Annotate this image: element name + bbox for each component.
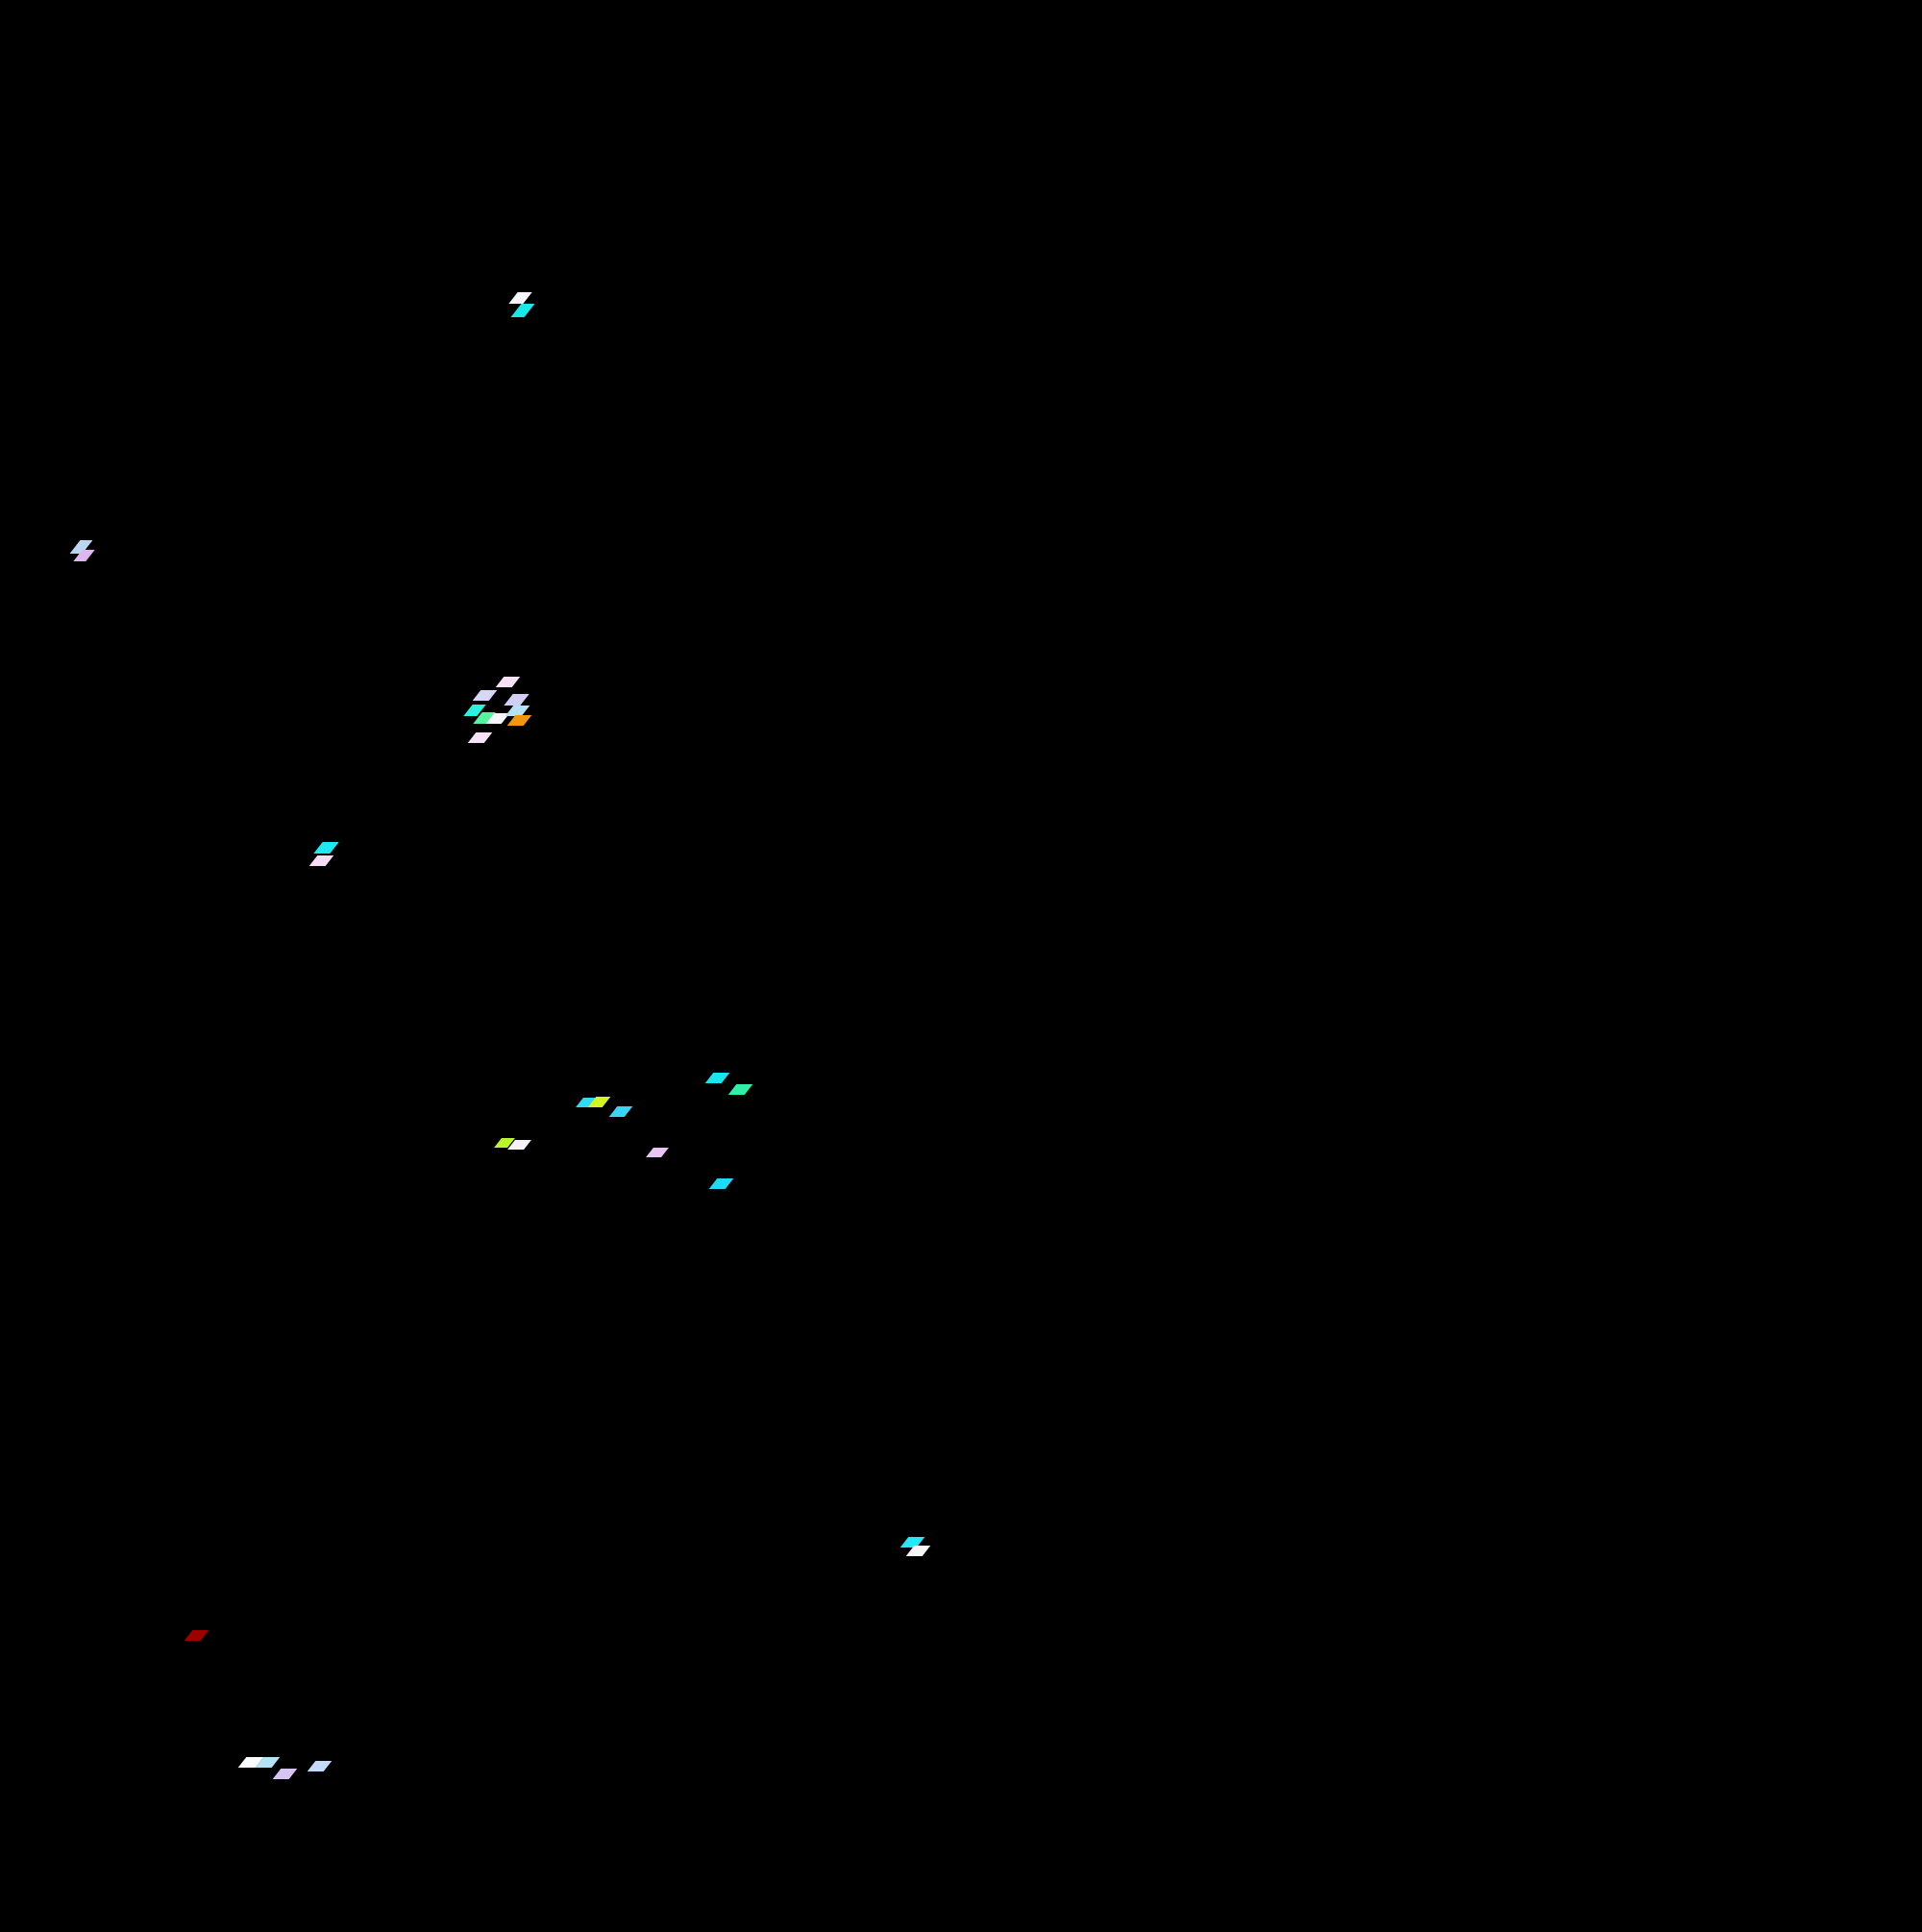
marker-upper-cyan (510, 304, 535, 317)
marker-cluster-lav-right (504, 694, 530, 706)
marker-ctr-cyan-d (708, 1178, 734, 1189)
marker-mid-pink (308, 855, 334, 866)
marker-cluster-lav-left (472, 690, 498, 701)
marker-bot-pale-blue (307, 1761, 333, 1771)
marker-ctr-cyan-a (704, 1073, 730, 1083)
marker-cluster-pink-top (495, 677, 521, 687)
marker-cluster-pink-bot (467, 732, 493, 743)
marker-mid-cyan (313, 842, 339, 854)
marker-bot-lavender (272, 1769, 298, 1779)
marker-ctr-pink (646, 1148, 669, 1157)
marker-darkred (184, 1630, 209, 1641)
marker-ctr-green-a (727, 1084, 753, 1095)
marker-upper-white (508, 292, 532, 304)
marker-ctr-cyan-c (608, 1106, 633, 1117)
marker-cluster-orange (506, 715, 532, 726)
